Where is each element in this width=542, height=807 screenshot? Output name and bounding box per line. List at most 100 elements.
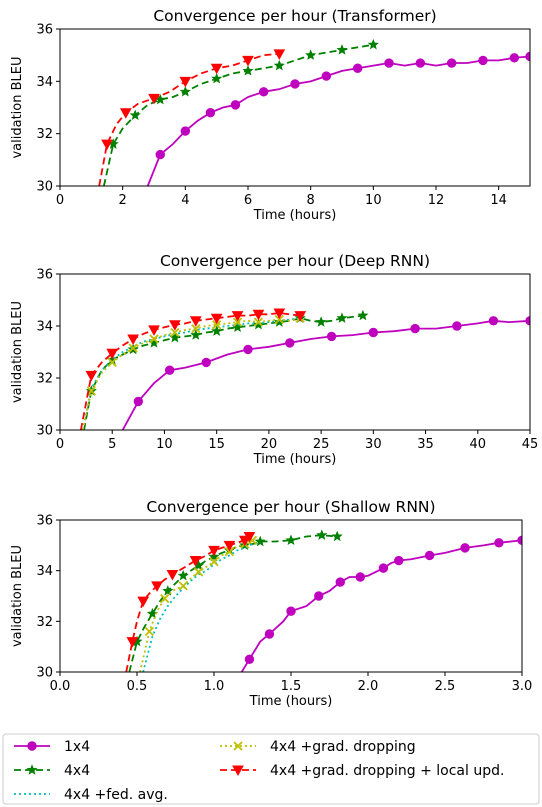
legend-label: 4x4 +grad. dropping + local upd. — [270, 763, 504, 779]
data-point — [190, 329, 202, 340]
data-point — [305, 49, 317, 60]
x-axis-label: Time (hours) — [253, 452, 337, 467]
x-tick-label: 0 — [56, 437, 64, 452]
x-tick-label: 2.5 — [435, 679, 456, 694]
data-point — [258, 87, 269, 97]
y-tick-label: 30 — [36, 180, 53, 195]
series-line-4x4 — [102, 43, 374, 186]
data-point — [205, 108, 216, 118]
x-tick-label: 4 — [181, 193, 189, 208]
data-point — [352, 63, 363, 73]
x-tick-label: 10 — [365, 193, 382, 208]
legend: 1x4 4x4 +grad. dropping 4x4 4x4 +grad. drop… — [2, 733, 540, 805]
legend-entry-4x4-grad-dropping-local-upd: 4x4 +grad. dropping + local upd. — [220, 763, 504, 779]
series-line-1x4 — [240, 539, 522, 672]
data-point — [494, 538, 504, 548]
data-point — [378, 563, 389, 573]
data-point — [415, 58, 426, 68]
data-point — [210, 313, 223, 325]
y-tick-label: 34 — [36, 564, 53, 579]
chart-panel-2: Convergence per hour (Deep RNN) 0 5 10 15 20 2… — [10, 252, 538, 467]
data-point — [148, 325, 160, 336]
legend-marker — [232, 765, 244, 777]
data-point — [331, 530, 343, 542]
data-point — [210, 63, 223, 75]
x-tick-label: 2 — [119, 193, 127, 208]
legend-label: 4x4 +grad. dropping — [270, 739, 416, 755]
data-point — [460, 543, 470, 553]
y-tick-label: 32 — [36, 615, 53, 630]
data-point — [166, 569, 179, 581]
data-point — [336, 44, 348, 55]
data-point — [211, 72, 223, 84]
data-point — [149, 334, 159, 344]
series-line-4x4-fed-avg — [142, 541, 261, 672]
data-point — [316, 529, 328, 540]
y-tick-label: 36 — [36, 268, 53, 283]
x-tick-label: 40 — [470, 437, 487, 452]
legend-label: 4x4 +fed. avg. — [64, 787, 168, 803]
legend-frame — [2, 733, 540, 805]
x-tick-label: 30 — [365, 437, 382, 452]
chart-title: Convergence per hour (Deep RNN) — [160, 252, 430, 270]
x-tick-label: 8 — [307, 193, 315, 208]
x-tick-label: 0.5 — [127, 679, 148, 694]
data-point — [148, 93, 160, 105]
series-line-1x4 — [121, 319, 530, 430]
y-tick-label: 32 — [36, 372, 53, 387]
data-point — [253, 317, 264, 327]
x-axis-label: Time (hours) — [253, 208, 337, 223]
data-point — [126, 637, 139, 648]
legend-marker — [233, 741, 243, 751]
data-point — [178, 581, 188, 591]
x-tick-label: 25 — [313, 437, 330, 452]
plot-frame — [59, 28, 531, 187]
data-point — [424, 550, 435, 561]
data-point — [107, 357, 117, 368]
data-point — [148, 337, 160, 348]
chart-title: Convergence per hour (Transformer) — [153, 7, 436, 25]
y-axis-label: validation BLEU — [10, 301, 25, 403]
x-tick-label: 12 — [428, 193, 445, 208]
data-point — [101, 139, 113, 151]
chart-panel-1: Convergence per hour (Transformer) 0 2 4 6 8 1… — [10, 7, 531, 223]
data-point — [243, 344, 253, 355]
y-tick-label: 30 — [36, 666, 53, 681]
legend-marker — [26, 764, 38, 775]
data-point — [155, 149, 165, 160]
y-tick-label: 36 — [36, 23, 53, 38]
legend-entry-4x4: 4x4 — [14, 763, 90, 779]
x-tick-label: 35 — [417, 437, 434, 452]
data-point — [179, 76, 192, 88]
data-point — [336, 312, 348, 323]
data-point — [321, 71, 332, 81]
data-point — [180, 126, 191, 136]
data-point — [129, 109, 141, 121]
plot-frame — [59, 519, 523, 673]
x-axis-label: Time (hours) — [249, 694, 333, 709]
data-point — [357, 309, 369, 321]
y-tick-label: 34 — [36, 75, 53, 90]
data-point — [326, 331, 337, 342]
plot-frame — [59, 273, 531, 431]
x-tick-label: 20 — [261, 437, 278, 452]
data-point — [212, 320, 222, 330]
legend-entry-1x4: 1x4 — [14, 739, 90, 755]
y-tick-label: 34 — [36, 320, 53, 335]
data-point — [285, 338, 295, 348]
data-point — [355, 572, 365, 582]
x-tick-label: 45 — [522, 437, 539, 452]
x-tick-label: 1.5 — [281, 679, 302, 694]
data-point — [446, 58, 457, 68]
data-point — [273, 59, 285, 71]
data-point — [232, 321, 244, 333]
data-point — [294, 311, 307, 322]
data-point — [177, 569, 189, 581]
data-point — [478, 55, 488, 66]
legend-entry-4x4-grad-dropping: 4x4 +grad. dropping — [220, 739, 416, 755]
y-tick-label: 36 — [36, 514, 53, 529]
data-point — [242, 55, 254, 67]
chart-panel-3: Convergence per hour (Shallow RNN) 0.0 0.5… — [10, 498, 532, 709]
data-point — [264, 629, 275, 639]
